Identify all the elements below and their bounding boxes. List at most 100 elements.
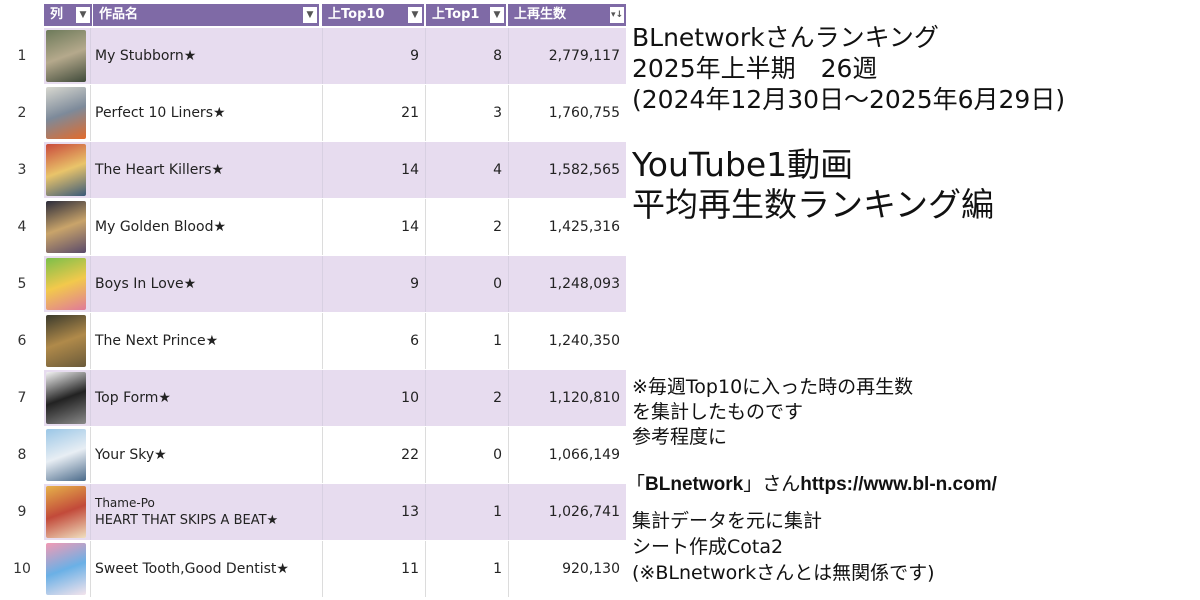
plays-cell: 920,130 bbox=[562, 561, 620, 577]
top1-cell: 1 bbox=[493, 504, 502, 520]
ranking-title: BLnetworkさんランキング 2025年上半期 26週 (2024年12月3… bbox=[632, 22, 1065, 115]
row-number[interactable]: 7 bbox=[0, 370, 44, 426]
subtitle-line: 平均再生数ランキング編 bbox=[632, 185, 995, 224]
row-number[interactable]: 1 bbox=[0, 28, 44, 84]
cell-divider bbox=[90, 541, 91, 597]
title-cell: My Golden Blood★ bbox=[95, 219, 227, 235]
plays-cell: 2,779,117 bbox=[548, 48, 620, 64]
top10-cell: 10 bbox=[401, 390, 419, 406]
note-line: を集計したものです bbox=[632, 401, 804, 423]
cell-divider bbox=[322, 142, 323, 198]
column-header-top1[interactable]: 上Top1 ▼ bbox=[426, 4, 506, 26]
cell-divider bbox=[322, 85, 323, 141]
table-row[interactable]: My Stubborn★ 9 8 2,779,117 bbox=[44, 28, 626, 84]
table-row[interactable]: Sweet Tooth,Good Dentist★ 11 1 920,130 bbox=[44, 541, 626, 597]
ranking-subtitle: YouTube1動画 平均再生数ランキング編 bbox=[632, 145, 994, 225]
cell-divider bbox=[90, 142, 91, 198]
subtitle-line: YouTube1動画 bbox=[632, 145, 854, 184]
column-header-title[interactable]: 作品名 ▼ bbox=[93, 4, 319, 26]
row-number[interactable]: 6 bbox=[0, 313, 44, 369]
table-row[interactable]: Thame-Po HEART THAT SKIPS A BEAT★ 13 1 1,026… bbox=[44, 484, 626, 540]
table-row[interactable]: The Heart Killers★ 14 4 1,582,565 bbox=[44, 142, 626, 198]
column-header-rank[interactable]: 列 ▼ bbox=[44, 4, 92, 26]
top10-cell: 6 bbox=[410, 333, 419, 349]
table-row[interactable]: Boys In Love★ 9 0 1,248,093 bbox=[44, 256, 626, 312]
title-line: Thame-Po bbox=[95, 496, 155, 510]
thumbnail-cell bbox=[44, 370, 90, 426]
row-number[interactable]: 3 bbox=[0, 142, 44, 198]
thumbnail-cell bbox=[44, 313, 90, 369]
chevron-down-icon[interactable]: ▼ bbox=[490, 7, 504, 23]
cell-divider bbox=[425, 142, 426, 198]
ranking-sheet: 列 ▼ 作品名 ▼ 上Top10 ▼ 上Top1 ▼ 上再生数 ▾↓ 1 My S… bbox=[0, 4, 626, 597]
thumbnail-cell bbox=[44, 142, 90, 198]
column-header-top10[interactable]: 上Top10 ▼ bbox=[322, 4, 424, 26]
ranking-title-line: BLnetworkさんランキング bbox=[632, 23, 939, 52]
table-row[interactable]: Top Form★ 10 2 1,120,810 bbox=[44, 370, 626, 426]
plays-cell: 1,425,316 bbox=[548, 219, 620, 235]
top1-cell: 8 bbox=[493, 48, 502, 64]
top10-cell: 14 bbox=[401, 219, 419, 235]
table-row[interactable]: My Golden Blood★ 14 2 1,425,316 bbox=[44, 199, 626, 255]
cell-divider bbox=[322, 427, 323, 483]
poster-thumbnail bbox=[46, 372, 86, 424]
cell-divider bbox=[90, 256, 91, 312]
column-header-plays-label: 上再生数 bbox=[514, 7, 567, 22]
row-number[interactable]: 8 bbox=[0, 427, 44, 483]
title-cell: Sweet Tooth,Good Dentist★ bbox=[95, 561, 289, 577]
cell-divider bbox=[322, 313, 323, 369]
source-name: BLnetwork bbox=[645, 474, 744, 495]
row-number[interactable]: 5 bbox=[0, 256, 44, 312]
top10-cell: 22 bbox=[401, 447, 419, 463]
cell-divider bbox=[322, 256, 323, 312]
row-number[interactable]: 9 bbox=[0, 484, 44, 540]
chevron-down-icon[interactable]: ▼ bbox=[303, 7, 317, 23]
title-cell: The Heart Killers★ bbox=[95, 162, 224, 178]
cell-divider bbox=[508, 484, 509, 540]
column-header-rank-label: 列 bbox=[50, 7, 64, 22]
thumbnail-cell bbox=[44, 256, 90, 312]
source-url-link[interactable]: https://www.bl-n.com/ bbox=[800, 474, 997, 495]
row-number[interactable]: 4 bbox=[0, 199, 44, 255]
cell-divider bbox=[425, 85, 426, 141]
sort-desc-icon[interactable]: ▾↓ bbox=[610, 7, 624, 23]
poster-thumbnail bbox=[46, 144, 86, 196]
cell-divider bbox=[90, 427, 91, 483]
source-suffix: 」さん bbox=[743, 473, 801, 495]
top1-cell: 2 bbox=[493, 219, 502, 235]
cell-divider bbox=[508, 541, 509, 597]
title-cell: Your Sky★ bbox=[95, 447, 167, 463]
title-cell: Boys In Love★ bbox=[95, 276, 197, 292]
cell-divider bbox=[425, 313, 426, 369]
plays-cell: 1,120,810 bbox=[548, 390, 620, 406]
cell-divider bbox=[90, 199, 91, 255]
chevron-down-icon[interactable]: ▼ bbox=[76, 7, 90, 23]
column-header-plays[interactable]: 上再生数 ▾↓ bbox=[508, 4, 626, 26]
cell-divider bbox=[425, 256, 426, 312]
cell-divider bbox=[425, 541, 426, 597]
top10-cell: 11 bbox=[401, 561, 419, 577]
top1-cell: 1 bbox=[493, 333, 502, 349]
top1-cell: 4 bbox=[493, 162, 502, 178]
table-row[interactable]: Perfect 10 Liners★ 21 3 1,760,755 bbox=[44, 85, 626, 141]
credit-line: (※BLnetworkさんとは無関係です) bbox=[632, 562, 935, 584]
poster-thumbnail bbox=[46, 87, 86, 139]
row-number[interactable]: 10 bbox=[0, 541, 44, 597]
top10-cell: 13 bbox=[401, 504, 419, 520]
cell-divider bbox=[508, 313, 509, 369]
cell-divider bbox=[425, 427, 426, 483]
plays-cell: 1,582,565 bbox=[548, 162, 620, 178]
top1-cell: 0 bbox=[493, 276, 502, 292]
poster-thumbnail bbox=[46, 543, 86, 595]
table-row[interactable]: Your Sky★ 22 0 1,066,149 bbox=[44, 427, 626, 483]
cell-divider bbox=[322, 541, 323, 597]
cell-divider bbox=[508, 199, 509, 255]
cell-divider bbox=[90, 85, 91, 141]
thumbnail-cell bbox=[44, 28, 90, 84]
title-cell: My Stubborn★ bbox=[95, 48, 197, 64]
cell-divider bbox=[508, 28, 509, 84]
row-number[interactable]: 2 bbox=[0, 85, 44, 141]
chevron-down-icon[interactable]: ▼ bbox=[408, 7, 422, 23]
table-row[interactable]: The Next Prince★ 6 1 1,240,350 bbox=[44, 313, 626, 369]
plays-cell: 1,240,350 bbox=[548, 333, 620, 349]
